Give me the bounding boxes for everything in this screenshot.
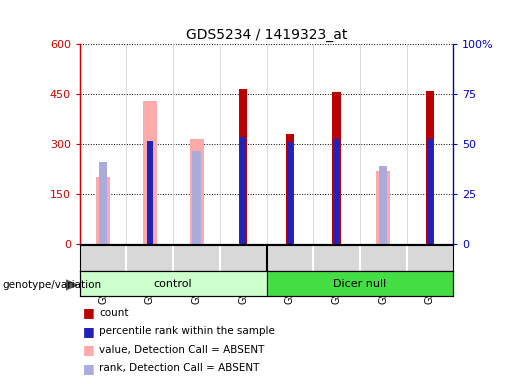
Text: count: count [99, 308, 129, 318]
Text: percentile rank within the sample: percentile rank within the sample [99, 326, 276, 336]
Text: ■: ■ [82, 362, 94, 375]
Bar [96, 177, 110, 244]
Polygon shape [66, 280, 77, 290]
Text: ■: ■ [82, 343, 94, 356]
Text: Dicer null: Dicer null [333, 279, 386, 289]
Text: rank, Detection Call = ABSENT: rank, Detection Call = ABSENT [99, 363, 260, 373]
Bar [267, 271, 453, 296]
Bar [241, 137, 246, 244]
Bar [192, 151, 201, 244]
Bar [286, 134, 294, 244]
Bar [147, 141, 152, 244]
Bar [80, 271, 267, 296]
Bar [239, 89, 247, 244]
Bar [426, 91, 434, 244]
Text: control: control [154, 279, 193, 289]
Bar [287, 142, 293, 244]
Title: GDS5234 / 1419323_at: GDS5234 / 1419323_at [186, 28, 347, 42]
Text: value, Detection Call = ABSENT: value, Detection Call = ABSENT [99, 345, 265, 355]
Bar [427, 139, 433, 244]
Bar [332, 93, 341, 244]
Text: genotype/variation: genotype/variation [3, 280, 101, 290]
Bar [143, 101, 157, 244]
Bar [334, 139, 339, 244]
Text: ■: ■ [82, 325, 94, 338]
Bar [190, 139, 203, 244]
Bar [376, 170, 390, 244]
Text: ■: ■ [82, 306, 94, 319]
Bar [99, 162, 107, 244]
Bar [379, 166, 387, 244]
